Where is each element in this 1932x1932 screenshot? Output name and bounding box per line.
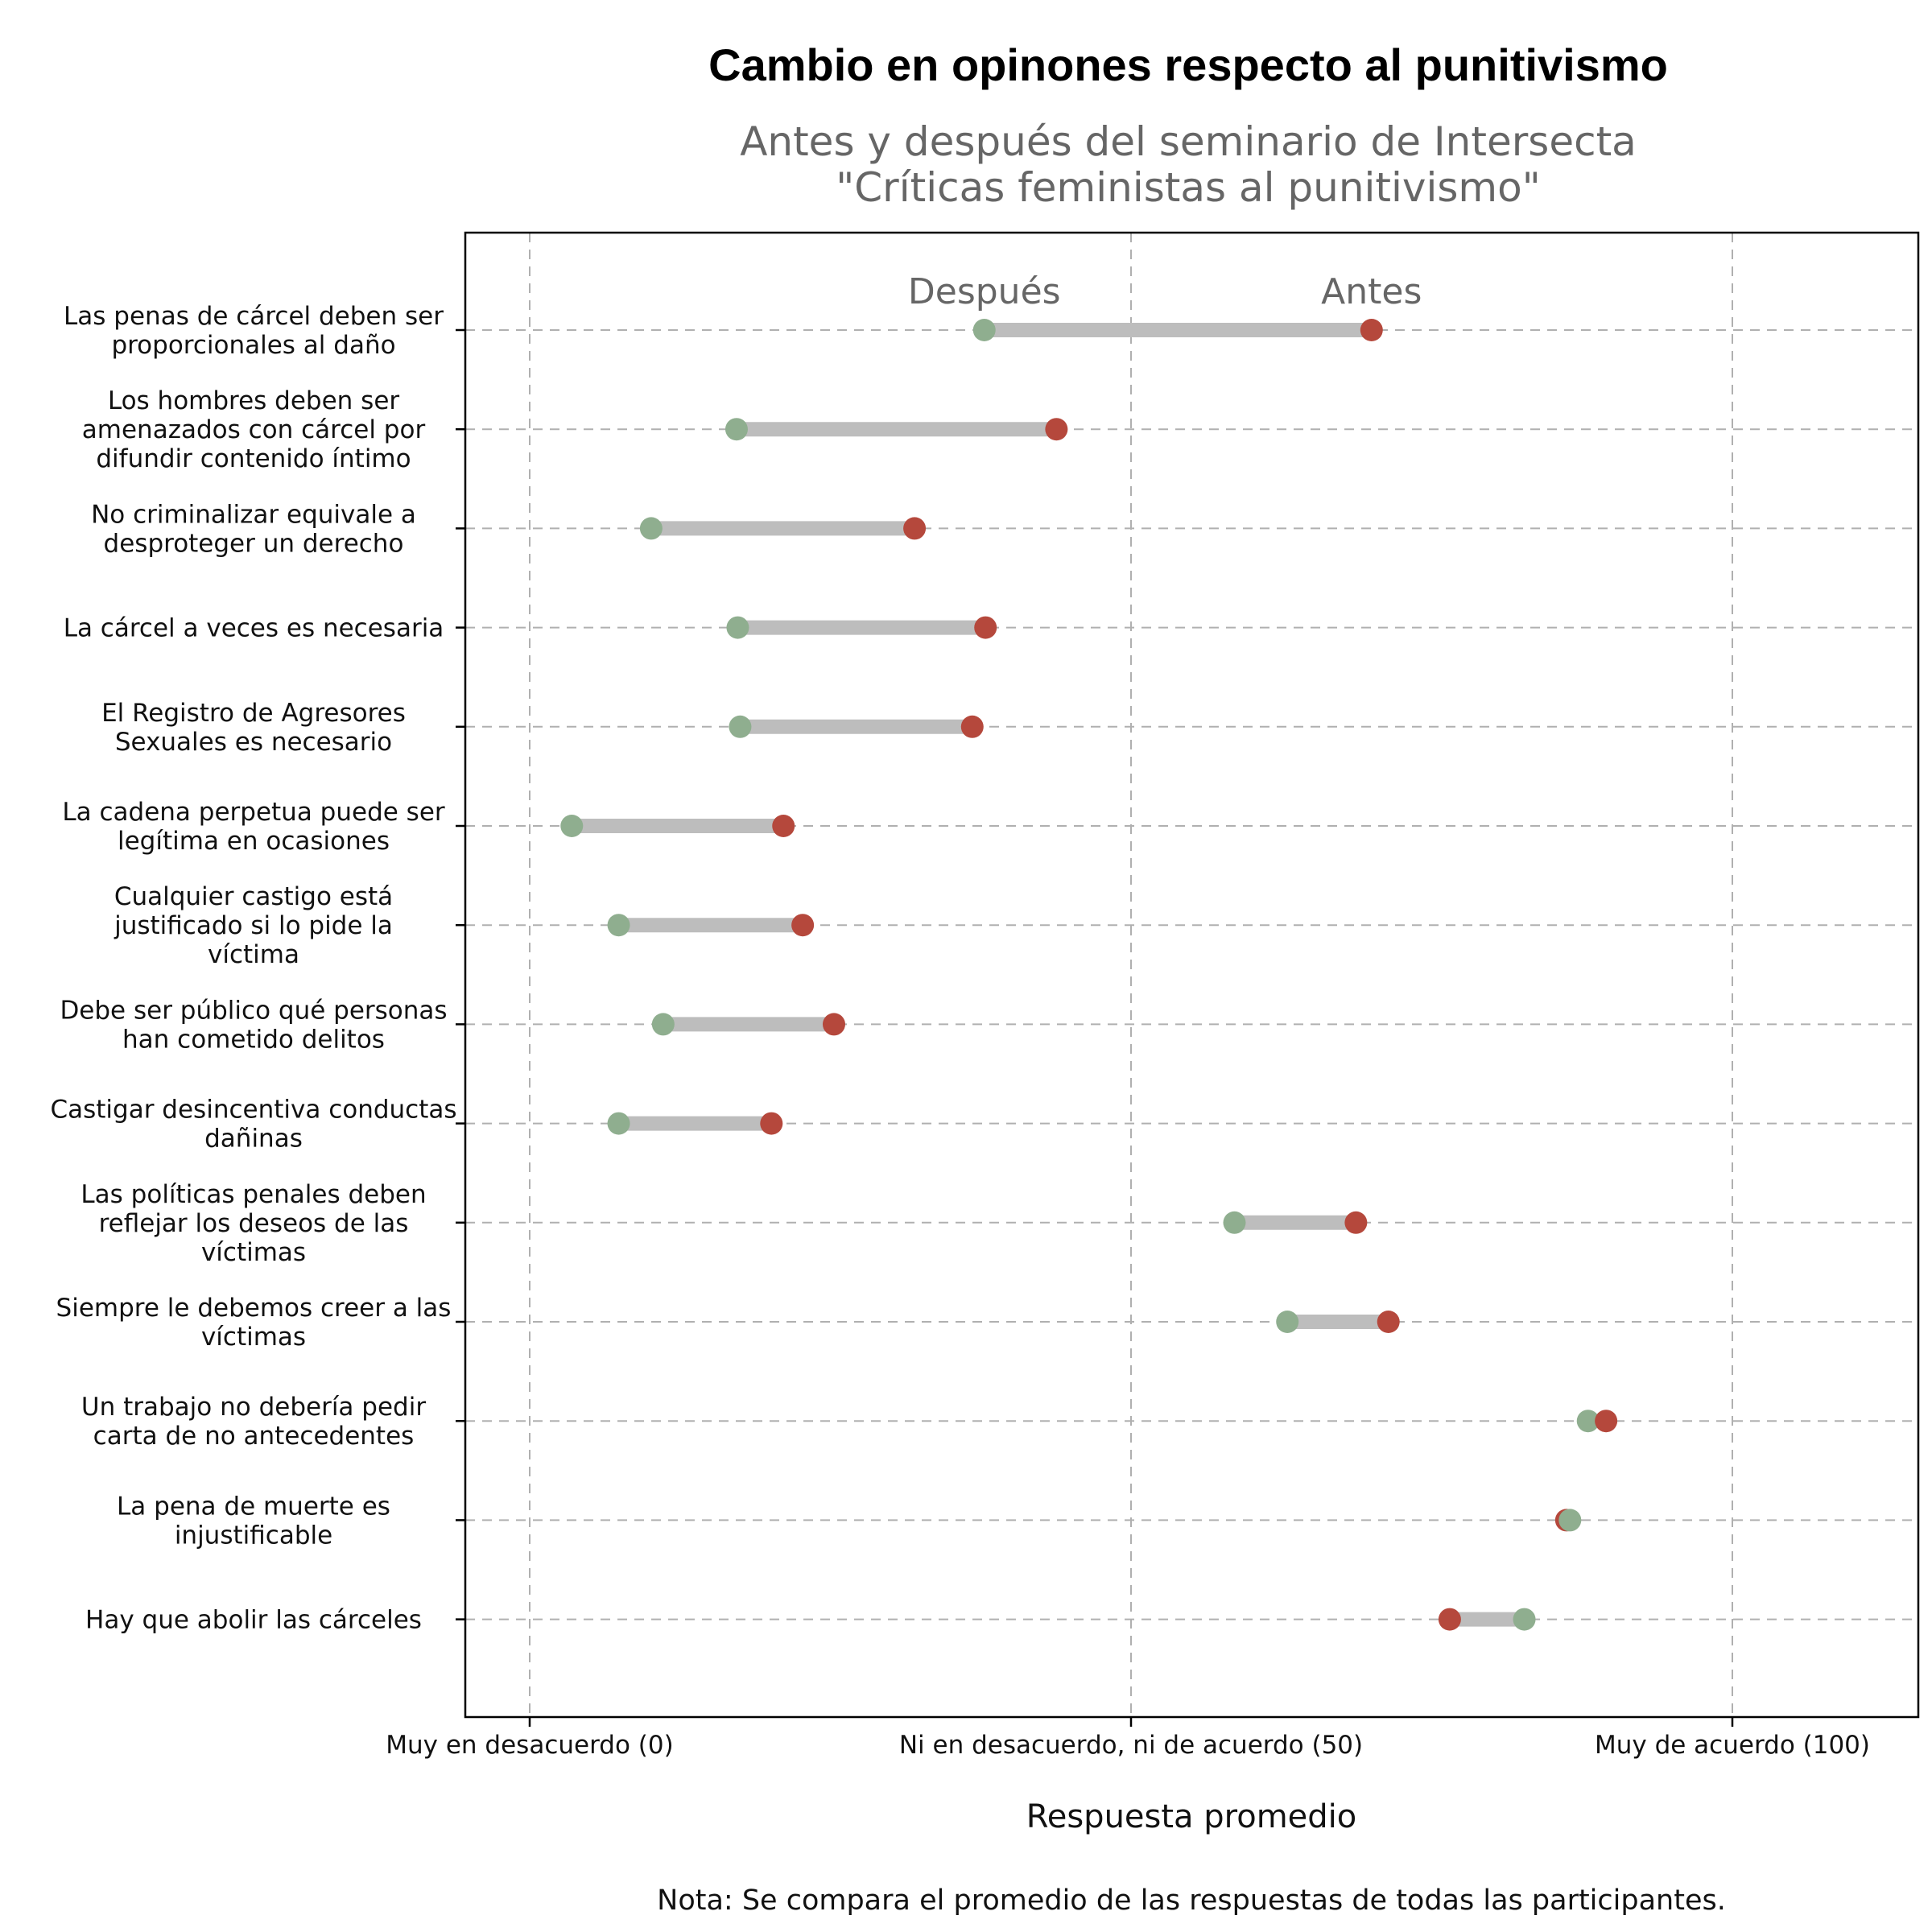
point-despues-5 [560, 815, 584, 837]
chart-subtitle-line-1: Antes y después del seminario de Interse… [740, 118, 1637, 165]
y-label-11: Un trabajo no debería pedir carta de no a… [81, 1393, 426, 1451]
point-despues-2 [639, 517, 663, 540]
x-axis-title: Respuesta promedio [1026, 1798, 1357, 1835]
y-label-7: Debe ser público qué personas han cometid… [60, 996, 447, 1054]
point-antes-10 [1377, 1311, 1400, 1333]
y-axis-ticks [456, 328, 465, 1620]
point-despues-4 [729, 715, 752, 738]
x-tick-label-1: Ni en desacuerdo, ni de acuerdo (50) [899, 1731, 1363, 1760]
y-label-4: El Registro de Agresores Sexuales es nece… [101, 699, 406, 757]
y-label-3: La cárcel a veces es necesaria [64, 614, 444, 643]
y-label-12: La pena de muerte es injustificable [117, 1492, 390, 1550]
point-antes-1 [1045, 418, 1068, 441]
dumbbell-segments [572, 323, 1607, 1627]
point-despues-9 [1223, 1211, 1246, 1234]
dumbbell-points [560, 319, 1618, 1631]
point-antes-2 [903, 517, 927, 540]
point-despues-0 [972, 319, 996, 341]
plot-frame [464, 231, 1920, 1719]
point-despues-7 [651, 1013, 675, 1036]
point-despues-1 [724, 418, 748, 441]
point-antes-7 [822, 1013, 845, 1036]
chart-subtitle-line-2: "Críticas feministas al punitivismo" [836, 164, 1540, 211]
y-label-9: Las políticas penales deben reflejar los … [80, 1180, 426, 1267]
point-antes-0 [1360, 319, 1383, 341]
point-antes-9 [1344, 1211, 1368, 1234]
x-axis-ticks [528, 1717, 1734, 1727]
y-label-1: Los hombres deben ser amenazados con cárc… [82, 386, 426, 473]
point-antes-5 [772, 815, 795, 837]
x-tick-label-0: Muy en desacuerdo (0) [386, 1731, 673, 1760]
x-axis-tick-labels: Muy en desacuerdo (0) Ni en desacuerdo, n… [386, 1731, 1870, 1760]
vertical-gridlines [529, 233, 1733, 1717]
point-despues-6 [607, 914, 630, 937]
point-despues-11 [1576, 1410, 1600, 1433]
point-antes-8 [760, 1112, 783, 1135]
y-label-6: Cualquier castigo está justificado si lo … [114, 882, 393, 969]
annotation-despues: Después [908, 271, 1061, 312]
point-despues-12 [1558, 1509, 1582, 1532]
point-antes-11 [1595, 1410, 1618, 1433]
y-axis-labels: Las penas de cárcel deben ser proporciona… [50, 302, 456, 1635]
point-antes-6 [791, 914, 815, 937]
y-label-8: Castigar desincentiva conductas dañinas [50, 1096, 456, 1154]
point-despues-8 [607, 1112, 630, 1135]
point-antes-3 [974, 616, 997, 639]
y-label-5: La cadena perpetua puede ser legítima en … [62, 798, 445, 856]
point-despues-13 [1513, 1608, 1536, 1631]
chart-note: Nota: Se compara el promedio de las resp… [657, 1885, 1726, 1917]
point-antes-4 [960, 715, 984, 738]
x-tick-label-2: Muy de acuerdo (100) [1595, 1731, 1870, 1760]
y-label-13: Hay que abolir las cárceles [85, 1606, 422, 1635]
y-label-0: Las penas de cárcel deben ser proporciona… [64, 302, 444, 360]
point-antes-13 [1438, 1608, 1461, 1631]
chart-title: Cambio en opinones respecto al punitivis… [708, 39, 1668, 90]
annotation-antes: Antes [1321, 271, 1422, 312]
y-label-10: Siempre le debemos creer a las víctimas [56, 1294, 452, 1352]
point-despues-10 [1276, 1311, 1299, 1333]
y-label-2: No criminalizar equivale a desproteger un… [91, 500, 416, 558]
point-despues-3 [726, 616, 749, 639]
